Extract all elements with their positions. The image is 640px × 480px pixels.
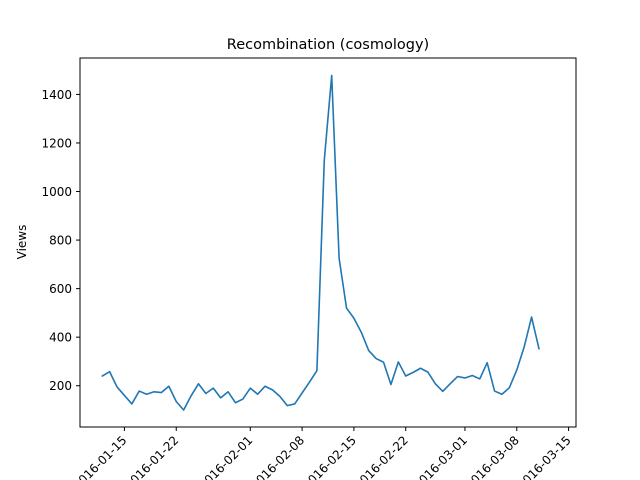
x-tick-label: 2016-01-15 xyxy=(70,433,129,480)
x-tick-label: 2016-03-08 xyxy=(463,433,522,480)
x-tick-label: 2016-02-15 xyxy=(300,433,359,480)
plot-frame xyxy=(79,57,577,428)
x-tick-label: 2016-01-22 xyxy=(122,433,181,480)
axis-ticks: 2004006008001000120014002016-01-152016-0… xyxy=(41,88,573,480)
y-tick-label: 1400 xyxy=(41,88,72,102)
x-tick-label: 2016-02-08 xyxy=(248,433,307,480)
y-tick-label: 800 xyxy=(49,234,72,248)
x-tick-label: 2016-03-01 xyxy=(411,433,470,480)
y-tick-label: 600 xyxy=(49,282,72,296)
y-tick-label: 1200 xyxy=(41,136,72,150)
x-tick-label: 2016-02-01 xyxy=(196,433,255,480)
chart-title: Recombination (cosmology) xyxy=(227,37,429,53)
x-tick-label: 2016-03-15 xyxy=(514,433,573,480)
x-tick-label: 2016-02-22 xyxy=(352,433,411,480)
series-lines xyxy=(101,74,540,411)
y-tick-label: 1000 xyxy=(41,185,72,199)
y-tick-label: 200 xyxy=(49,379,72,393)
y-tick-label: 400 xyxy=(49,331,72,345)
series-line xyxy=(101,74,540,411)
y-axis-label: Views xyxy=(15,225,29,260)
